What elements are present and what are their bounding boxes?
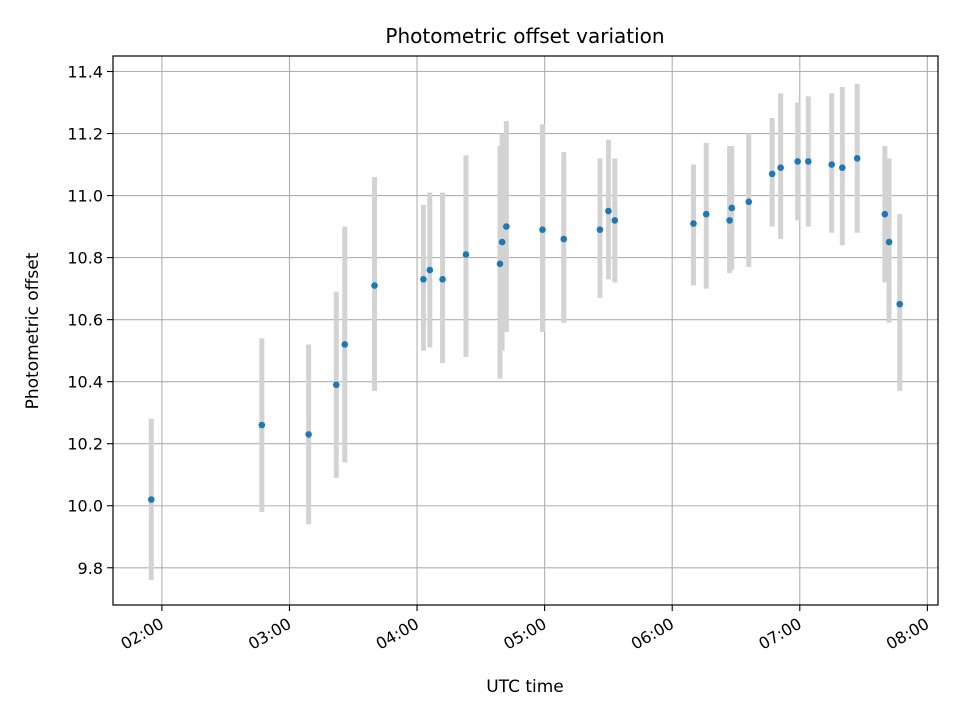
y-tick-label: 10.2	[67, 435, 103, 454]
plot-frame	[112, 55, 939, 606]
data-points	[147, 155, 904, 503]
data-point	[498, 238, 506, 246]
y-axis-label: Photometric offset	[23, 252, 43, 409]
data-point	[896, 300, 904, 308]
data-point	[777, 164, 784, 171]
y-tick-label: 11.4	[67, 63, 103, 82]
data-point	[420, 276, 427, 283]
data-point	[605, 207, 612, 215]
data-point	[839, 164, 846, 171]
data-point	[828, 161, 835, 168]
data-point	[596, 226, 604, 233]
data-point	[305, 431, 312, 438]
y-tick-label: 11.0	[67, 187, 103, 206]
data-point	[726, 217, 733, 224]
data-point	[147, 496, 155, 503]
data-point	[439, 276, 446, 283]
y-tick-label: 10.8	[67, 249, 103, 268]
y-tick-label: 10.0	[67, 497, 103, 516]
data-point	[503, 223, 510, 230]
data-point	[496, 260, 504, 268]
data-point	[702, 210, 710, 218]
data-point	[768, 170, 776, 178]
data-point	[539, 226, 546, 233]
y-tick-label: 9.8	[78, 559, 103, 578]
data-point	[804, 158, 812, 165]
y-axis-ticks: 9.8 10.0 10.2 10.4 10.6 10.8 11.0 11.2 11.4	[67, 63, 113, 578]
data-point	[853, 155, 861, 162]
y-tick-label: 10.4	[67, 373, 103, 392]
x-axis-label: UTC time	[486, 677, 564, 697]
data-point	[560, 235, 568, 243]
data-point	[794, 158, 801, 165]
data-point	[690, 220, 697, 227]
y-tick-label: 10.6	[67, 311, 103, 330]
data-point	[728, 204, 736, 212]
data-point	[462, 251, 470, 258]
data-point	[426, 266, 434, 274]
y-tick-label: 11.2	[67, 125, 103, 144]
data-point	[332, 381, 340, 389]
chart-title: Photometric offset variation	[385, 24, 664, 48]
data-point	[745, 198, 753, 206]
data-point	[341, 341, 349, 348]
data-point	[885, 238, 893, 246]
data-point	[611, 217, 619, 224]
data-point	[881, 210, 889, 218]
data-point	[371, 282, 378, 289]
data-point	[258, 421, 266, 429]
